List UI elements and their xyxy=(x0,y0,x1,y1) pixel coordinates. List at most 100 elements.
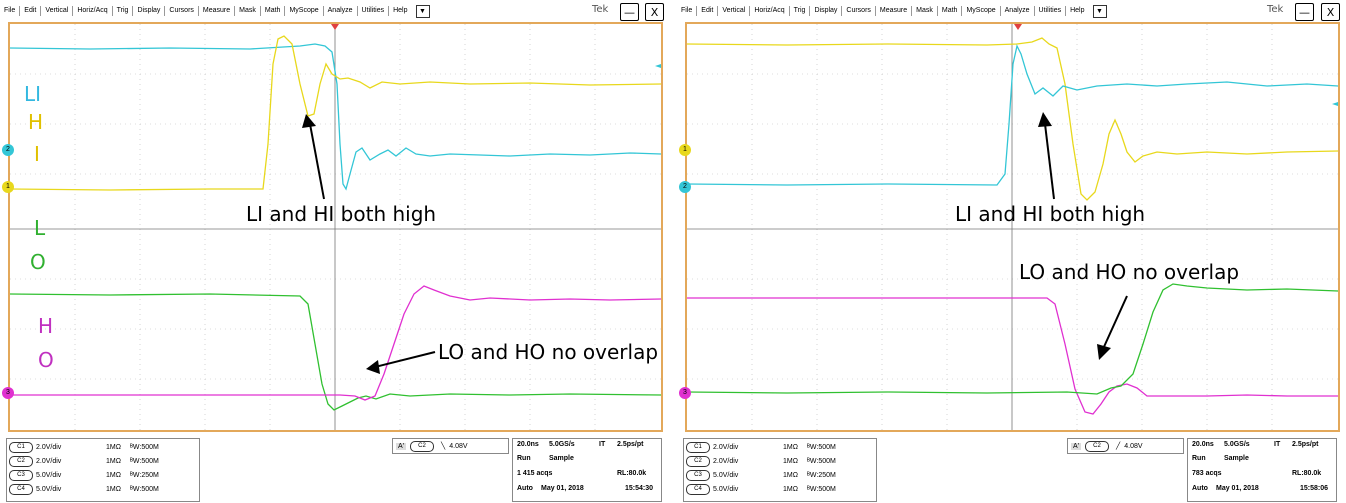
ch2-impedance: 1MΩ xyxy=(783,457,798,465)
reference-arrow-icon xyxy=(655,64,661,68)
ch2-label: C2 xyxy=(9,455,33,467)
annotation-lo-ho: LO and HO no overlap xyxy=(438,340,659,364)
channel-settings[interactable]: C1 2.0V/div 1MΩ ᴮW: 500M C2 2.0V/div 1MΩ ᴮW: 500… xyxy=(683,438,877,502)
ps-per-pt: 2.5ps/pt xyxy=(617,441,644,448)
ch4-impedance: 1MΩ xyxy=(783,485,798,493)
menu-display[interactable]: Display xyxy=(133,6,166,16)
waveform-svg xyxy=(10,24,661,430)
grid xyxy=(10,24,661,430)
trace-ch4 xyxy=(687,283,1338,395)
menu-edit[interactable]: Edit xyxy=(697,6,719,16)
menu-help[interactable]: Help xyxy=(1070,7,1085,14)
menu-analyze[interactable]: Analyze xyxy=(1001,6,1035,16)
arrowhead-icon xyxy=(366,360,380,374)
menu-file[interactable]: File xyxy=(677,6,698,16)
arrowhead-icon xyxy=(1097,344,1111,360)
menu-file[interactable]: File xyxy=(0,6,21,16)
side-label-o: O xyxy=(30,250,46,274)
trigger-source: C2 xyxy=(410,440,435,452)
ps-per-pt: 2.5ps/pt xyxy=(1292,441,1319,448)
menu-mask[interactable]: Mask xyxy=(912,6,938,16)
close-button[interactable]: X xyxy=(645,3,664,21)
channel-settings[interactable]: C1 2.0V/div 1MΩ ᴮW: 500M C2 2.0V/div 1MΩ ᴮW: 500… xyxy=(6,438,200,502)
menu-edit[interactable]: Edit xyxy=(20,6,42,16)
ch2-bandwidth: 500M xyxy=(141,457,159,465)
minimize-button[interactable]: — xyxy=(620,3,639,21)
menu-measure[interactable]: Measure xyxy=(199,6,236,16)
trigger-readout[interactable]: A' C2 ╲ 4.08V xyxy=(392,438,509,454)
trace-ch1 xyxy=(10,35,661,191)
trigger-level: 4.08V xyxy=(1124,442,1143,450)
trigger-mode: A' xyxy=(396,442,407,450)
menu-horiz-acq[interactable]: Horiz/Acq xyxy=(73,6,113,16)
ch2-scale: 2.0V/div xyxy=(36,457,62,465)
menu-myscope[interactable]: MyScope xyxy=(285,6,324,16)
ch1-bandwidth: 500M xyxy=(818,443,836,451)
bw-icon: ᴮW: xyxy=(807,471,819,479)
acquisition-readout[interactable]: 20.0ns 5.0GS/s IT 2.5ps/pt Run Sample 1 … xyxy=(512,438,662,502)
menu-math[interactable]: Math xyxy=(938,6,963,16)
ch4-label: C4 xyxy=(686,483,710,495)
menu-utilities[interactable]: Utilities xyxy=(358,6,390,16)
menu-mask[interactable]: Mask xyxy=(235,6,261,16)
menu-trig[interactable]: Trig xyxy=(790,6,811,16)
timebase: 20.0ns xyxy=(517,441,539,448)
waveform-svg xyxy=(687,24,1338,430)
dropdown-arrow-icon[interactable]: ▼ xyxy=(415,4,430,18)
menu-utilities[interactable]: Utilities xyxy=(1035,6,1067,16)
menu-vertical[interactable]: Vertical xyxy=(718,6,751,16)
dropdown-arrow-icon[interactable]: ▼ xyxy=(1092,4,1107,18)
rising-edge-icon: ╱ xyxy=(1116,443,1121,450)
menu-horiz-acq[interactable]: Horiz/Acq xyxy=(750,6,790,16)
sample-rate: 5.0GS/s xyxy=(549,441,575,448)
minimize-button[interactable]: — xyxy=(1295,3,1314,21)
menu-display[interactable]: Display xyxy=(810,6,843,16)
acq-mode: Sample xyxy=(1224,455,1249,462)
trace-ch3 xyxy=(10,285,661,401)
menu-cursors[interactable]: Cursors xyxy=(842,6,876,16)
acquisition-readout[interactable]: 20.0ns 5.0GS/s IT 2.5ps/pt Run Sample 78… xyxy=(1187,438,1337,502)
ch1-marker-icon[interactable]: 1 xyxy=(2,181,14,193)
menu-measure[interactable]: Measure xyxy=(876,6,913,16)
ch2-marker-icon[interactable]: 2 xyxy=(2,144,14,156)
ch2-scale: 2.0V/div xyxy=(713,457,739,465)
ch3-bandwidth: 250M xyxy=(141,471,159,479)
ch4-bandwidth: 500M xyxy=(818,485,836,493)
bw-icon: ᴮW: xyxy=(130,457,142,465)
menu-myscope[interactable]: MyScope xyxy=(962,6,1001,16)
menu-vertical[interactable]: Vertical xyxy=(41,6,74,16)
ch2-marker-icon[interactable]: 2 xyxy=(679,181,691,193)
trigger-auto: Auto xyxy=(1192,485,1208,492)
trigger-readout[interactable]: A' C2 ╱ 4.08V xyxy=(1067,438,1184,454)
ch1-label: C1 xyxy=(686,441,710,453)
ch3-marker-icon[interactable]: 3 xyxy=(2,387,14,399)
trigger-marker-icon xyxy=(331,24,339,30)
trigger-marker-icon xyxy=(1014,24,1022,30)
grid xyxy=(687,24,1338,430)
ch3-bandwidth: 250M xyxy=(818,471,836,479)
menu-analyze[interactable]: Analyze xyxy=(324,6,358,16)
annotation-arrow-2 xyxy=(1102,295,1128,350)
trigger-auto: Auto xyxy=(517,485,533,492)
ch3-impedance: 1MΩ xyxy=(783,471,798,479)
ch4-scale: 5.0V/div xyxy=(36,485,62,493)
close-button[interactable]: X xyxy=(1321,3,1340,21)
record-length: RL:80.0k xyxy=(1292,470,1322,477)
date: May 01, 2018 xyxy=(541,485,584,492)
run-status: Run xyxy=(517,455,531,462)
menu-math[interactable]: Math xyxy=(261,6,286,16)
ch1-marker-icon[interactable]: 1 xyxy=(679,144,691,156)
date: May 01, 2018 xyxy=(1216,485,1259,492)
ch1-label: C1 xyxy=(9,441,33,453)
menu-help[interactable]: Help xyxy=(393,7,408,14)
side-label-i: I xyxy=(34,142,40,166)
annotation-arrow-1 xyxy=(1044,123,1055,200)
menu-trig[interactable]: Trig xyxy=(113,6,134,16)
ch1-scale: 2.0V/div xyxy=(713,443,739,451)
trigger-source: C2 xyxy=(1085,440,1110,452)
ch3-marker-icon[interactable]: 3 xyxy=(679,387,691,399)
side-label-l: L xyxy=(34,216,46,240)
menu-cursors[interactable]: Cursors xyxy=(165,6,199,16)
annotation-arrow-1 xyxy=(309,123,325,200)
bw-icon: ᴮW: xyxy=(807,443,819,451)
